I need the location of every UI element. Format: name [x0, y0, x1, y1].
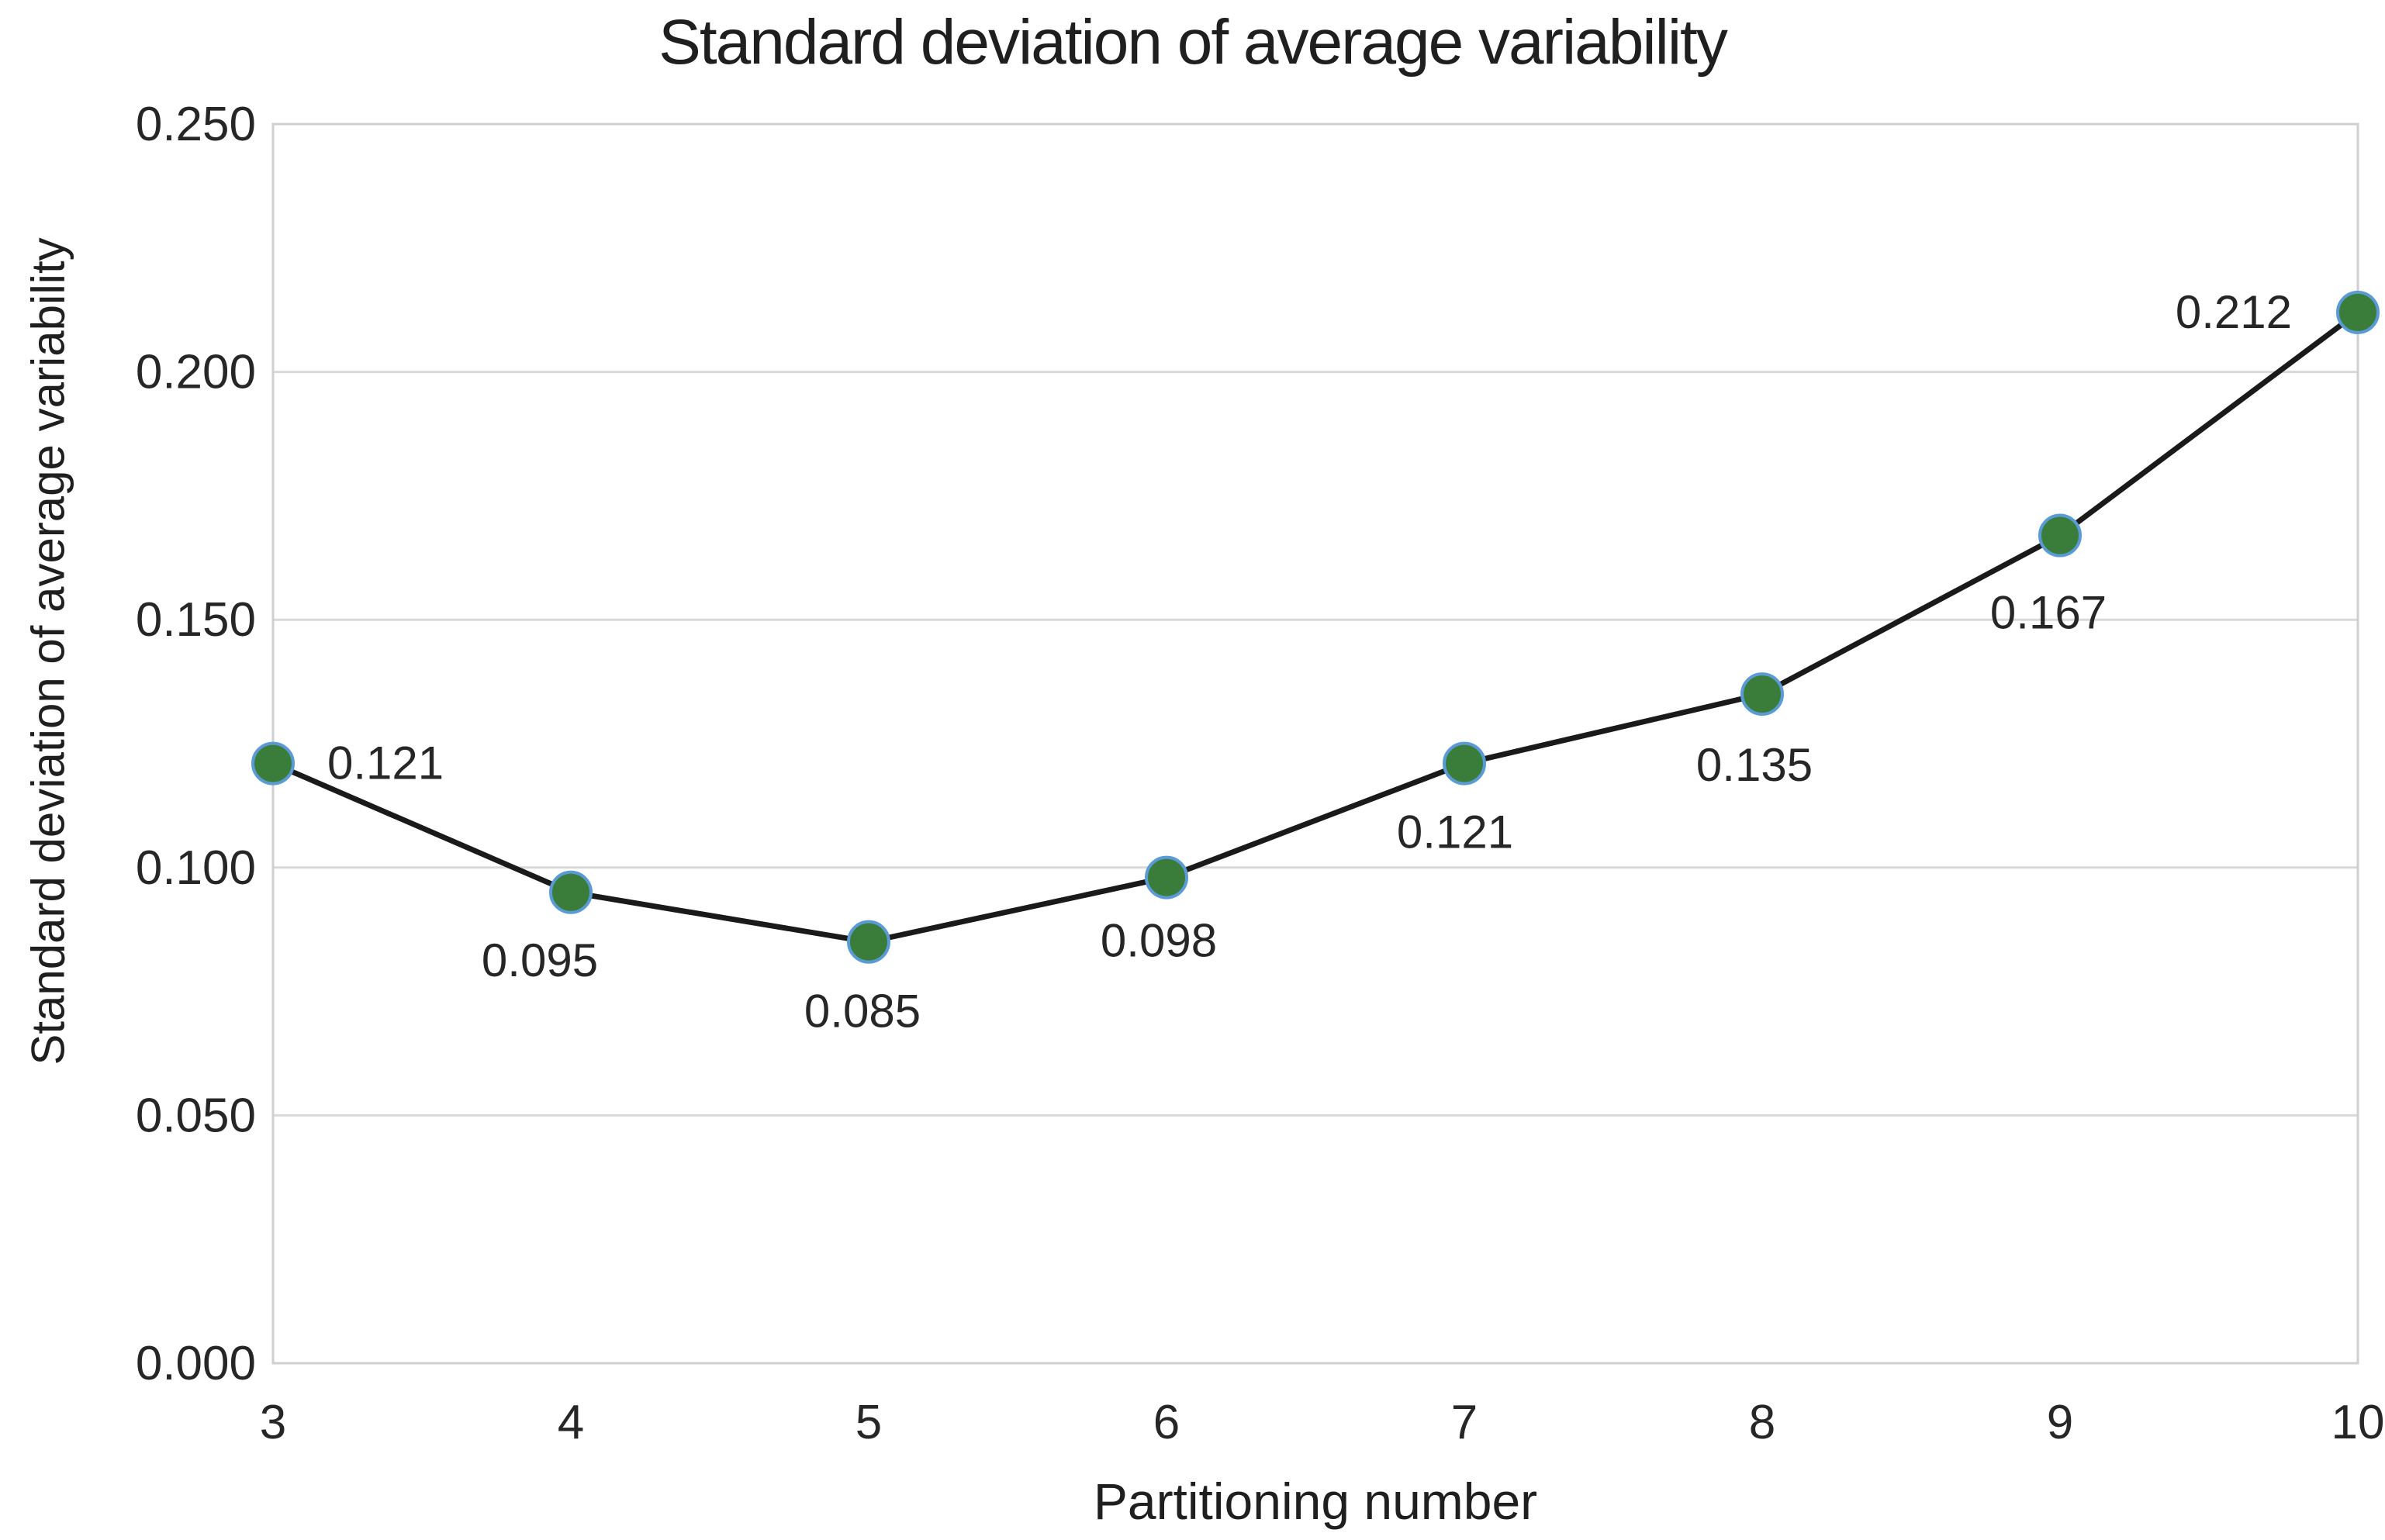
x-tick-label: 5	[855, 1396, 882, 1449]
plot-border	[271, 123, 2359, 1365]
data-point-marker	[251, 741, 295, 786]
data-point-label: 0.095	[482, 934, 598, 986]
series-line	[271, 310, 2360, 945]
data-point-marker	[847, 920, 890, 964]
data-point-label: 0.098	[1101, 915, 1217, 967]
series-markers	[251, 290, 2380, 964]
x-tick-label: 4	[558, 1396, 584, 1449]
data-point-marker	[1145, 855, 1188, 899]
data-point-label: 0.212	[2176, 286, 2292, 338]
y-tick-label: 0.100	[136, 841, 256, 895]
x-tick-label: 10	[2331, 1396, 2385, 1449]
y-axis-tick-labels: 0.000 0.050 0.100 0.150 0.200 0.250	[136, 98, 256, 1390]
x-tick-label: 9	[2047, 1396, 2073, 1449]
x-axis-tick-labels: 3 4 5 6 7 8 9 10	[260, 1396, 2385, 1449]
y-tick-label: 0.000	[136, 1337, 256, 1390]
y-tick-label: 0.250	[136, 98, 256, 151]
data-point-label: 0.121	[1397, 806, 1513, 858]
data-point-marker	[2038, 513, 2082, 558]
data-point-label: 0.135	[1696, 739, 1813, 791]
x-axis-title: Partitioning number	[1093, 1473, 1538, 1530]
data-point-label: 0.167	[1990, 587, 2107, 639]
data-point-marker	[1740, 672, 1784, 716]
y-tick-label: 0.150	[136, 593, 256, 647]
series-data-labels: 0.121 0.095 0.085 0.098 0.121 0.135 0.167 0.212	[327, 286, 2292, 1038]
y-tick-label: 0.050	[136, 1089, 256, 1142]
data-point-marker	[549, 870, 593, 914]
chart-title: Standard deviation of average variabilit…	[658, 7, 1728, 78]
x-tick-label: 7	[1451, 1396, 1478, 1449]
data-point-label: 0.085	[804, 986, 921, 1038]
data-point-marker	[2336, 290, 2380, 334]
x-tick-label: 8	[1749, 1396, 1775, 1449]
y-tick-label: 0.200	[136, 346, 256, 399]
x-tick-label: 6	[1153, 1396, 1180, 1449]
gridlines	[273, 123, 2358, 1365]
data-point-label: 0.121	[327, 737, 444, 789]
data-point-marker	[1443, 741, 1486, 786]
x-tick-label: 3	[260, 1396, 286, 1449]
